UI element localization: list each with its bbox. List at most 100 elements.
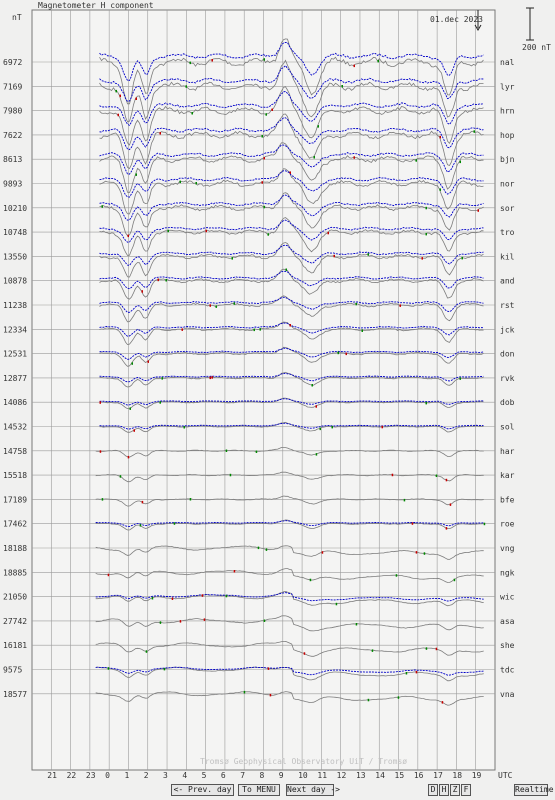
trace-mark [473,130,475,133]
trace-mark [203,618,206,621]
trace-and [99,268,484,300]
realtime-button[interactable]: Realtime [514,784,554,796]
station-code: sol [500,423,515,432]
trace-live-and [99,270,484,290]
x-tick-label: 23 [86,771,96,780]
trace-mark [355,623,358,626]
scale-bar-label: 200 nT [522,43,551,52]
trace-har [95,446,484,458]
trace-mark [185,85,187,88]
trace-mark [415,551,418,554]
trace-mark [261,135,263,138]
trace-rst [99,295,484,323]
watermark: Tromsø Geophysical Observatory UiT / Tro… [200,757,407,766]
trace-mark [445,478,448,482]
station-code: asa [500,617,515,626]
station-code: roe [500,520,515,529]
trace-mark [405,672,408,675]
trace-mark [315,405,317,408]
x-tick-label: 15 [395,771,405,780]
station-code: don [500,350,515,359]
trace-mark [397,696,400,699]
trace-mark [263,619,266,622]
station-code: dob [500,398,515,407]
trace-mark [327,231,329,235]
x-tick-label: 10 [298,771,308,780]
trace-mark [313,156,315,159]
trace-mark [403,498,406,502]
trace-mark [181,328,183,331]
trace-mark [459,377,461,380]
trace-mark [161,377,163,380]
trace-mark [449,503,452,506]
trace-mark [415,159,417,162]
scale-bar [526,7,534,41]
trace-wic [95,590,484,607]
station-code: wic [500,593,515,602]
next-day-button[interactable]: Next day -> [286,784,340,796]
trace-mark [269,693,272,697]
baseline-value: 9893 [3,180,22,189]
trace-mark [141,500,144,504]
trace-mark [179,180,181,184]
trace-mark [129,407,131,410]
trace-live-sor [99,194,484,221]
trace-mark [289,171,291,174]
trace-mark [321,551,324,554]
trace-mark [135,97,137,100]
trace-mark [331,425,333,429]
component-z-button[interactable]: Z [450,784,460,796]
to-menu-button[interactable]: To MENU [238,784,280,796]
trace-jck [99,321,484,346]
trace-mark [441,701,444,704]
trace-mark [445,527,448,530]
trace-mark [461,256,463,260]
trace-mark [265,548,268,551]
trace-live-don [99,347,484,360]
prev-day-button[interactable]: <- Prev. day [171,784,234,796]
baseline-value: 15518 [3,471,27,480]
station-code: jck [500,325,515,334]
trace-mark [315,453,318,456]
trace-mark [435,647,438,651]
baseline-value: 18577 [3,690,27,699]
station-code: hop [500,131,515,140]
trace-mark [243,690,246,694]
x-tick-label: 9 [279,771,284,780]
x-tick-label: 14 [375,771,385,780]
trace-mark [267,233,269,236]
trace-live-jck [99,322,484,337]
trace-mark [381,425,383,429]
baseline-labels: 6972 7169 7980 7622 8613 9893 10210 10748 13550 1… [3,58,27,699]
trace-live-tro [99,219,484,243]
component-f-button[interactable]: F [461,784,471,796]
trace-mark [285,268,287,271]
chart-title: Magnetometer H component [38,1,154,10]
trace-rvk [99,371,484,388]
baseline-value: 9575 [3,666,22,675]
trace-live-dob [99,398,484,406]
trace-mark [309,578,312,582]
trace-mark [435,474,438,477]
trace-live-hrn [99,91,484,127]
trace-mark [225,594,228,598]
trace-mark [311,384,313,387]
station-code: rst [500,301,515,310]
trace-mark [263,157,265,160]
trace-mark [265,113,267,116]
baseline-value: 14086 [3,398,27,407]
trace-mark [353,64,355,68]
baseline-value: 10210 [3,204,27,213]
baseline-value: 8613 [3,155,22,164]
trace-mark [303,652,306,655]
trace-mark [257,546,260,550]
trace-mark [395,574,398,577]
trace-mark [263,205,265,209]
component-h-button[interactable]: H [439,784,449,796]
baseline-value: 12877 [3,374,27,383]
trace-mark [141,290,143,293]
station-code: kil [500,252,515,261]
baseline-value: 12334 [3,325,27,334]
component-d-button[interactable]: D [428,784,438,796]
x-tick-label: 7 [240,771,245,780]
